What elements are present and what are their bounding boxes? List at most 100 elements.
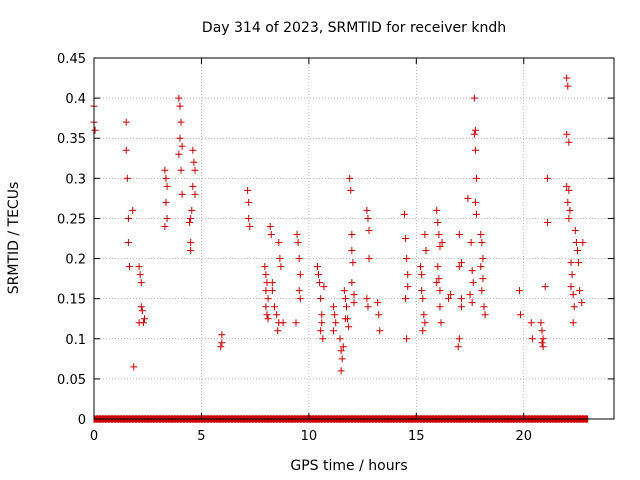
data-point <box>437 319 445 327</box>
data-point <box>469 279 477 287</box>
data-point <box>274 327 282 335</box>
data-point <box>350 299 358 307</box>
data-point <box>161 166 169 174</box>
data-point <box>565 214 573 222</box>
y-tick-label: 0.3 <box>65 172 86 187</box>
data-point <box>244 186 252 194</box>
data-point <box>538 327 546 335</box>
x-tick-label: 15 <box>408 429 425 444</box>
data-point <box>320 283 328 291</box>
data-point <box>455 230 463 238</box>
data-point <box>341 295 349 303</box>
y-axis-label: SRMTID / TECUs <box>6 182 22 295</box>
data-point <box>435 275 443 283</box>
data-point <box>245 198 253 206</box>
data-point <box>543 218 551 226</box>
data-point <box>436 287 444 295</box>
data-point <box>418 271 426 279</box>
data-point <box>349 259 357 267</box>
data-point <box>178 190 186 198</box>
y-tick-label: 0.4 <box>65 92 86 107</box>
data-point <box>403 335 411 343</box>
data-point <box>315 271 323 279</box>
data-point <box>332 319 340 327</box>
data-point <box>275 239 283 247</box>
data-point <box>471 198 479 206</box>
data-point <box>539 335 547 343</box>
data-point <box>293 230 301 238</box>
data-point <box>400 210 408 218</box>
data-point <box>91 126 99 134</box>
data-point <box>270 303 278 311</box>
data-point <box>569 291 577 299</box>
data-point <box>434 218 442 226</box>
data-point <box>455 263 463 271</box>
data-point <box>262 271 270 279</box>
data-point <box>472 174 480 182</box>
data-point <box>564 82 572 90</box>
data-point <box>162 174 170 182</box>
data-point <box>578 299 586 307</box>
data-point <box>403 255 411 263</box>
data-point <box>438 239 446 247</box>
data-point <box>517 311 525 319</box>
data-point <box>364 303 372 311</box>
data-point <box>163 214 171 222</box>
data-point <box>569 319 577 327</box>
data-point <box>186 218 194 226</box>
data-point <box>579 239 587 247</box>
data-point <box>296 271 304 279</box>
data-point <box>337 367 345 375</box>
data-point <box>347 186 355 194</box>
data-point <box>313 263 321 271</box>
y-tick-label: 0.2 <box>65 253 86 268</box>
data-point <box>364 214 372 222</box>
data-point <box>176 102 184 110</box>
data-point <box>563 130 571 138</box>
data-point <box>266 222 274 230</box>
data-point <box>336 335 344 343</box>
data-point <box>319 335 327 343</box>
data-point <box>125 263 133 271</box>
data-point <box>189 146 197 154</box>
data-point <box>402 295 410 303</box>
data-point <box>263 311 271 319</box>
data-point <box>277 263 285 271</box>
data-point <box>571 226 579 234</box>
data-point <box>162 198 170 206</box>
data-point <box>217 343 225 351</box>
data-point <box>421 230 429 238</box>
data-point <box>477 230 485 238</box>
data-point <box>543 174 551 182</box>
data-point <box>188 206 196 214</box>
data-point <box>137 279 145 287</box>
data-point <box>457 259 465 267</box>
data-point <box>376 327 384 335</box>
data-point <box>339 343 347 351</box>
data-point <box>191 166 199 174</box>
data-point <box>177 118 185 126</box>
data-point <box>365 255 373 263</box>
data-point <box>187 214 195 222</box>
x-axis-label: GPS time / hours <box>290 458 407 474</box>
y-tick-label: 0.45 <box>57 52 86 67</box>
data-point <box>140 315 148 323</box>
x-tick-label: 0 <box>90 429 98 444</box>
data-point <box>318 319 326 327</box>
data-point <box>575 259 583 267</box>
data-point <box>457 295 465 303</box>
data-point <box>122 118 130 126</box>
data-point <box>276 255 284 263</box>
data-point <box>129 206 137 214</box>
data-point <box>190 158 198 166</box>
data-point <box>537 319 545 327</box>
data-point <box>471 126 479 134</box>
data-point <box>419 295 427 303</box>
data-point <box>404 271 412 279</box>
data-point <box>433 279 441 287</box>
data-point <box>468 299 476 307</box>
data-point <box>447 291 455 299</box>
data-point <box>135 263 143 271</box>
data-point <box>472 210 480 218</box>
data-point <box>455 335 463 343</box>
